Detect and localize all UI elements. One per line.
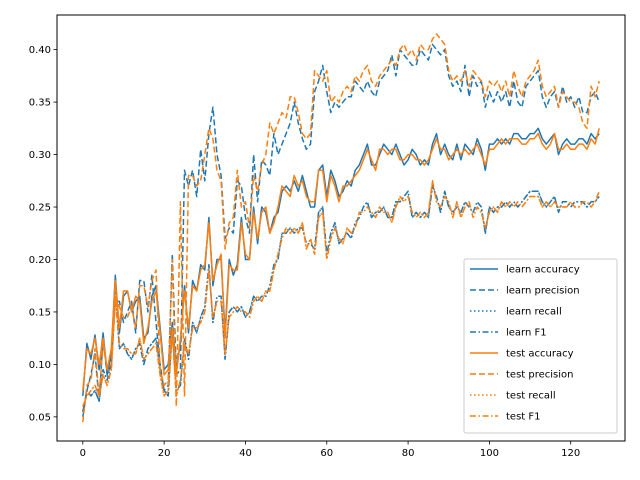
y-tick-label: 0.10: [29, 360, 51, 371]
legend-label-test-precision: test precision: [506, 370, 574, 381]
y-axis: 0.05 0.10 0.15 0.20 0.25 0.30 0.35 0.40: [29, 45, 57, 423]
x-tick-label: 0: [80, 448, 86, 459]
legend-label-learn-f1: learn F1: [506, 328, 547, 339]
legend-label-test-accuracy: test accuracy: [506, 349, 574, 360]
x-axis: 0 20 40 60 80 100 120: [80, 441, 580, 459]
series-line-test-accuracy: [82, 128, 600, 391]
series-line-test-precision: [82, 33, 600, 423]
x-tick-label: 60: [320, 448, 333, 459]
x-tick-label: 20: [158, 448, 171, 459]
x-tick-label: 80: [402, 448, 415, 459]
x-tick-label: 120: [561, 448, 580, 459]
legend-box: [463, 258, 618, 434]
plot-frame: [56, 14, 626, 442]
x-tick-label: 40: [239, 448, 252, 459]
y-tick-label: 0.40: [29, 45, 51, 56]
legend: learn accuracy learn precision learn recal…: [463, 258, 618, 434]
legend-label-learn-precision: learn precision: [506, 286, 580, 297]
legend-label-learn-accuracy: learn accuracy: [506, 265, 580, 276]
y-tick-label: 0.30: [29, 150, 51, 161]
y-tick-label: 0.25: [29, 203, 51, 214]
x-tick-label: 100: [480, 448, 499, 459]
y-tick-label: 0.35: [29, 98, 51, 109]
y-tick-label: 0.15: [29, 307, 51, 318]
series-layer: [82, 33, 600, 423]
series-line-test-f1: [82, 180, 600, 407]
legend-label-test-recall: test recall: [506, 391, 556, 402]
y-tick-label: 0.20: [29, 255, 51, 266]
legend-label-learn-recall: learn recall: [506, 307, 562, 318]
y-tick-label: 0.05: [29, 412, 51, 423]
legend-label-test-f1: test F1: [506, 412, 541, 423]
